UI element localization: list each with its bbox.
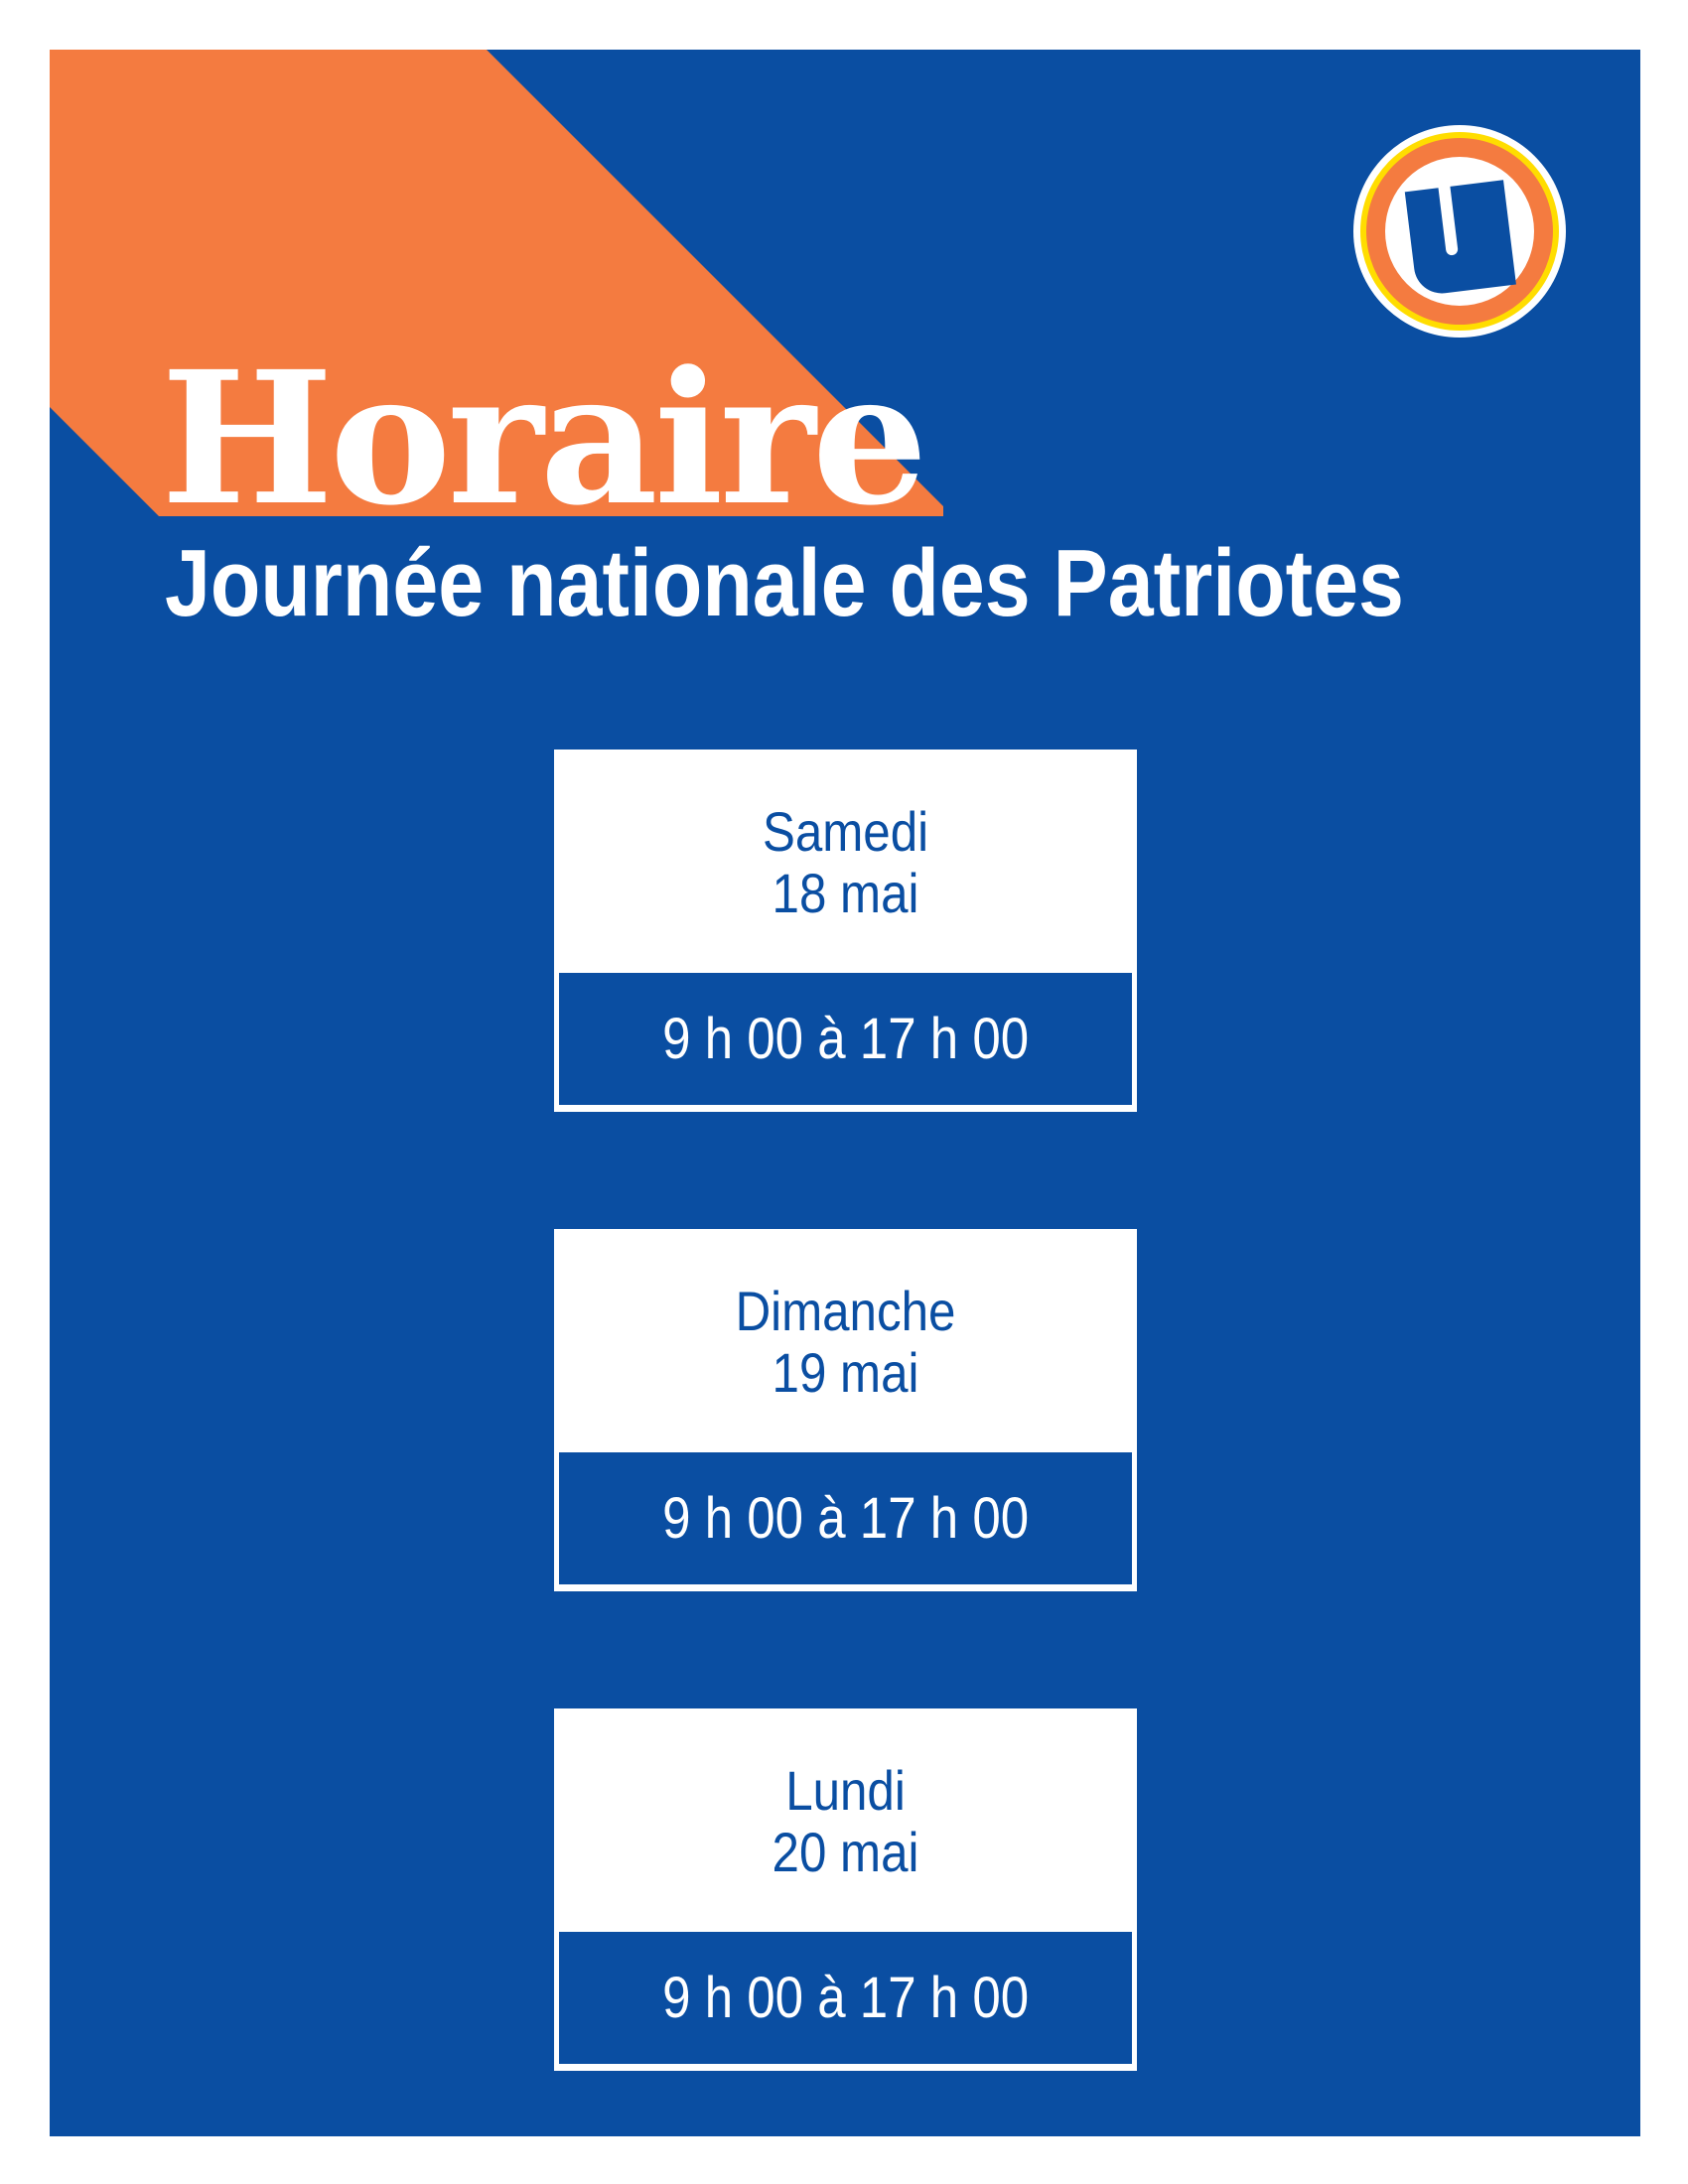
orange-diagonal-band (50, 50, 943, 516)
day-date: 20 mai (772, 1821, 919, 1883)
brand-logo-icon (1353, 125, 1566, 338)
day-date: 19 mai (772, 1341, 919, 1404)
hours-text: 9 h 00 à 17 h 00 (662, 1966, 1029, 2030)
schedule-hours: 9 h 00 à 17 h 00 (559, 1932, 1132, 2064)
schedule-card-saturday: Samedi 18 mai 9 h 00 à 17 h 00 (554, 750, 1137, 1112)
day-name: Samedi (762, 800, 929, 863)
schedule-card-sunday: Dimanche 19 mai 9 h 00 à 17 h 00 (554, 1229, 1137, 1591)
schedule-hours: 9 h 00 à 17 h 00 (559, 1452, 1132, 1584)
day-date: 18 mai (772, 862, 919, 924)
page-subtitle: Journée nationale des Patriotes (165, 530, 1404, 636)
schedule-hours: 9 h 00 à 17 h 00 (559, 973, 1132, 1105)
hours-text: 9 h 00 à 17 h 00 (662, 1007, 1029, 1071)
day-name: Lundi (785, 1759, 906, 1822)
schedule-card-monday: Lundi 20 mai 9 h 00 à 17 h 00 (554, 1708, 1137, 2071)
schedule-day: Lundi 20 mai (589, 1760, 1102, 1883)
hours-text: 9 h 00 à 17 h 00 (662, 1486, 1029, 1551)
schedule-day: Dimanche 19 mai (589, 1281, 1102, 1404)
page-title: Horaire (161, 332, 928, 546)
schedule-day: Samedi 18 mai (589, 801, 1102, 924)
day-name: Dimanche (735, 1280, 956, 1342)
poster-panel: Horaire Journée nationale des Patriotes … (50, 50, 1640, 2136)
